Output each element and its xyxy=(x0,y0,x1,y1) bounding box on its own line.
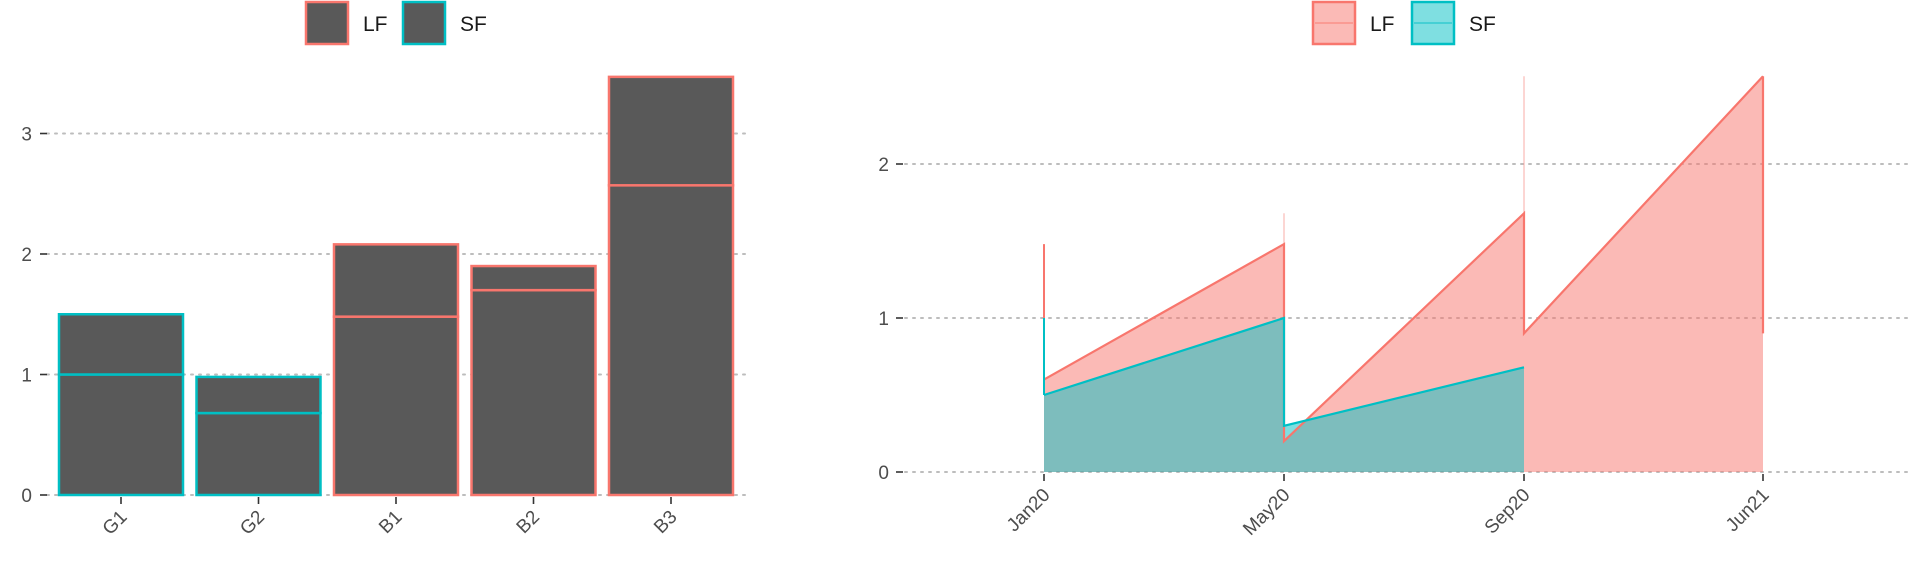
bar-g1-lower xyxy=(57,373,185,497)
left-chart-panel: 0 1 2 3 G1 G2 B1 B2 B3 LF SF xyxy=(21,0,751,540)
bar-b1-upper xyxy=(332,243,460,318)
left-legend-label-sf: SF xyxy=(460,13,487,36)
left-x-tick-label-b1: B1 xyxy=(375,507,406,538)
left-y-tick-label: 2 xyxy=(21,245,32,266)
sf-line xyxy=(1043,316,1525,428)
bar-b1-lower xyxy=(332,315,460,497)
right-legend-label-lf: LF xyxy=(1370,13,1395,36)
right-y-tick-label: 0 xyxy=(878,463,889,484)
left-x-tick-label-b2: B2 xyxy=(513,507,544,538)
right-x-tick-label-sep20: Sep20 xyxy=(1481,485,1535,539)
bar-b2-lower xyxy=(470,288,597,497)
lf-area-segment-2 xyxy=(1524,76,1763,472)
sf-area-segment-0 xyxy=(1044,318,1284,472)
left-y-tick-label: 0 xyxy=(21,486,32,507)
left-y-tick-label: 1 xyxy=(21,366,32,387)
bar-b3-upper xyxy=(607,75,735,187)
right-x-tick-label-jun21: Jun21 xyxy=(1722,485,1773,536)
left-x-tick-label-g1: G1 xyxy=(99,507,132,540)
left-legend-key-lf xyxy=(304,0,350,46)
left-y-tick-label: 3 xyxy=(21,125,32,146)
right-y-tick-label: 1 xyxy=(878,309,889,330)
bar-b2-upper xyxy=(470,264,597,292)
left-legend-key-sf xyxy=(401,0,447,46)
sf-area-segment-1 xyxy=(1284,367,1524,472)
right-chart-panel: 0 1 2 Jan20 May20 Sep20 Jun21 LF SF xyxy=(878,0,1911,540)
left-x-tick-label-b3: B3 xyxy=(650,507,681,538)
bar-b3-lower xyxy=(607,184,735,497)
right-x-tick-label-jan20: Jan20 xyxy=(1003,485,1054,536)
bar-g2-upper xyxy=(195,375,322,415)
right-y-tick-label: 2 xyxy=(878,155,889,176)
right-legend: LF SF xyxy=(1311,0,1496,46)
right-legend-label-sf: SF xyxy=(1469,13,1496,36)
right-x-tick-label-may20: May20 xyxy=(1239,485,1294,540)
lf-line xyxy=(1043,75,1764,444)
left-legend-label-lf: LF xyxy=(363,13,388,36)
left-legend: LF SF xyxy=(304,0,487,46)
bar-g1-upper xyxy=(57,313,185,376)
bar-g2-lower xyxy=(195,411,322,497)
left-x-tick-label-g2: G2 xyxy=(236,507,269,540)
